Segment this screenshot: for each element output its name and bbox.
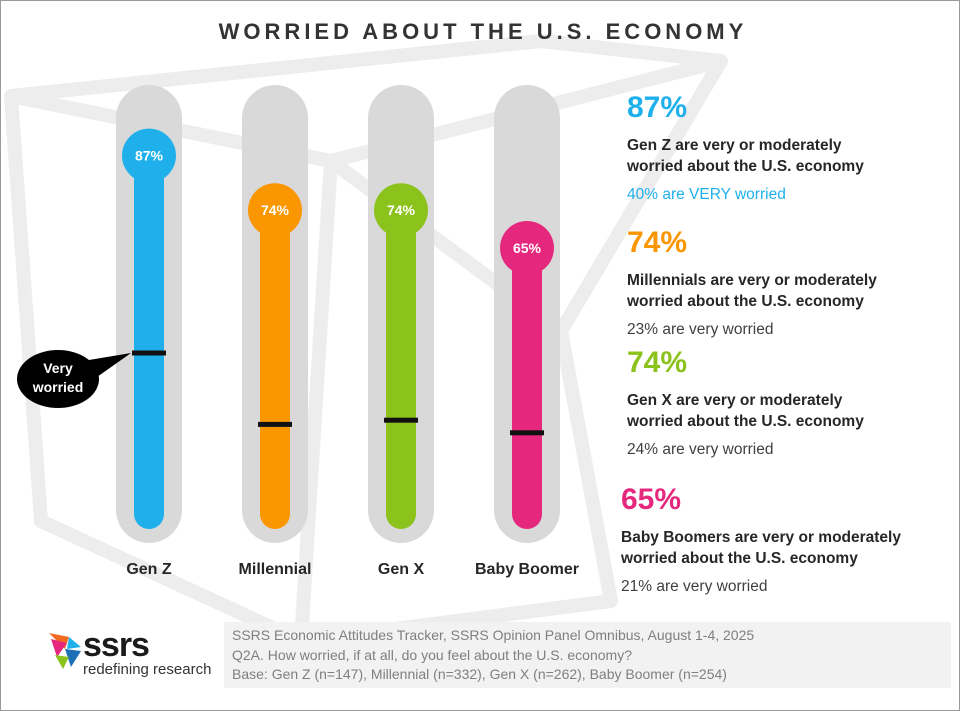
stat-subtext: 23% are very worried [627, 321, 774, 338]
stat-percent: 74% [627, 346, 688, 379]
stat-subtext: 24% are very worried [627, 441, 774, 458]
bar-fill [386, 210, 416, 529]
category-label: Baby Boomer [475, 561, 579, 578]
source-line-3: Base: Gen Z (n=147), Millennial (n=332),… [232, 666, 727, 682]
category-label: Gen X [378, 561, 425, 578]
ssrs-logo: ssrs redefining research [45, 626, 211, 687]
very-worried-marker [132, 350, 166, 356]
stat-description-line-2: worried about the U.S. economy [627, 293, 864, 310]
stat-percent: 87% [627, 91, 688, 124]
bar-fill [512, 248, 542, 529]
ssrs-logo-icon [49, 633, 81, 669]
stat-block: 65% Baby Boomers are very or moderately wo… [621, 483, 959, 597]
value-label: 87% [135, 148, 164, 164]
stat-description-line-1: Baby Boomers are very or moderately [621, 529, 901, 546]
source-note: SSRS Economic Attitudes Tracker, SSRS Op… [224, 622, 951, 688]
stat-description-line-2: worried about the U.S. economy [627, 413, 864, 430]
logo-tagline: redefining research [83, 661, 212, 678]
stat-description-line-1: Gen X are very or moderately [627, 392, 843, 409]
value-label: 65% [513, 240, 542, 256]
category-label: Millennial [239, 561, 312, 578]
value-bubble [374, 183, 428, 238]
value-label: 74% [387, 202, 416, 218]
stat-description-line-2: worried about the U.S. economy [621, 550, 858, 567]
stat-percent: 65% [621, 483, 682, 516]
stat-block: 74% Millennials are very or moderately wor… [627, 226, 959, 340]
very-worried-marker [384, 417, 418, 423]
stat-description-line-1: Millennials are very or moderately [627, 272, 877, 289]
category-label: Gen Z [126, 561, 172, 578]
callout-text-line-2: worried [32, 379, 84, 395]
callout-bubble [17, 350, 99, 408]
stat-description: Gen Z are very or moderately worried abou… [627, 135, 959, 177]
bar-fill [260, 210, 290, 529]
stat-subtext: 40% are VERY worried [627, 186, 786, 203]
stat-block: 87% Gen Z are very or moderately worried a… [627, 91, 959, 205]
stat-subtext: 21% are very worried [621, 578, 768, 595]
stat-percent: 74% [627, 226, 688, 259]
stat-description-line-2: worried about the U.S. economy [627, 158, 864, 175]
very-worried-marker [510, 430, 544, 436]
chart-area: 87% Gen Z 74% Millennial 74% Gen X 65% Baby Boo… [17, 85, 579, 578]
value-bubble [248, 183, 302, 238]
callout-pointer [83, 353, 131, 377]
value-bubble [122, 128, 176, 183]
chart-title: WORRIED ABOUT THE U.S. ECONOMY [218, 19, 748, 44]
source-line-1: SSRS Economic Attitudes Tracker, SSRS Op… [232, 627, 755, 643]
stat-description: Gen X are very or moderately worried abou… [627, 390, 959, 432]
source-line-2: Q2A. How worried, if at all, do you feel… [232, 646, 632, 663]
value-label: 74% [261, 202, 290, 218]
very-worried-marker [258, 421, 292, 427]
logo-name: ssrs [83, 626, 150, 664]
stat-description: Millennials are very or moderately worrie… [627, 270, 959, 312]
stat-description-line-1: Gen Z are very or moderately [627, 137, 842, 154]
bar-fill [134, 155, 164, 529]
stat-block: 74% Gen X are very or moderately worried a… [627, 346, 959, 460]
value-bubble [500, 221, 554, 275]
callout-text-line-1: Very [43, 360, 73, 376]
very-worried-callout: Very worried [17, 350, 131, 408]
stat-description: Baby Boomers are very or moderately worri… [621, 527, 959, 569]
